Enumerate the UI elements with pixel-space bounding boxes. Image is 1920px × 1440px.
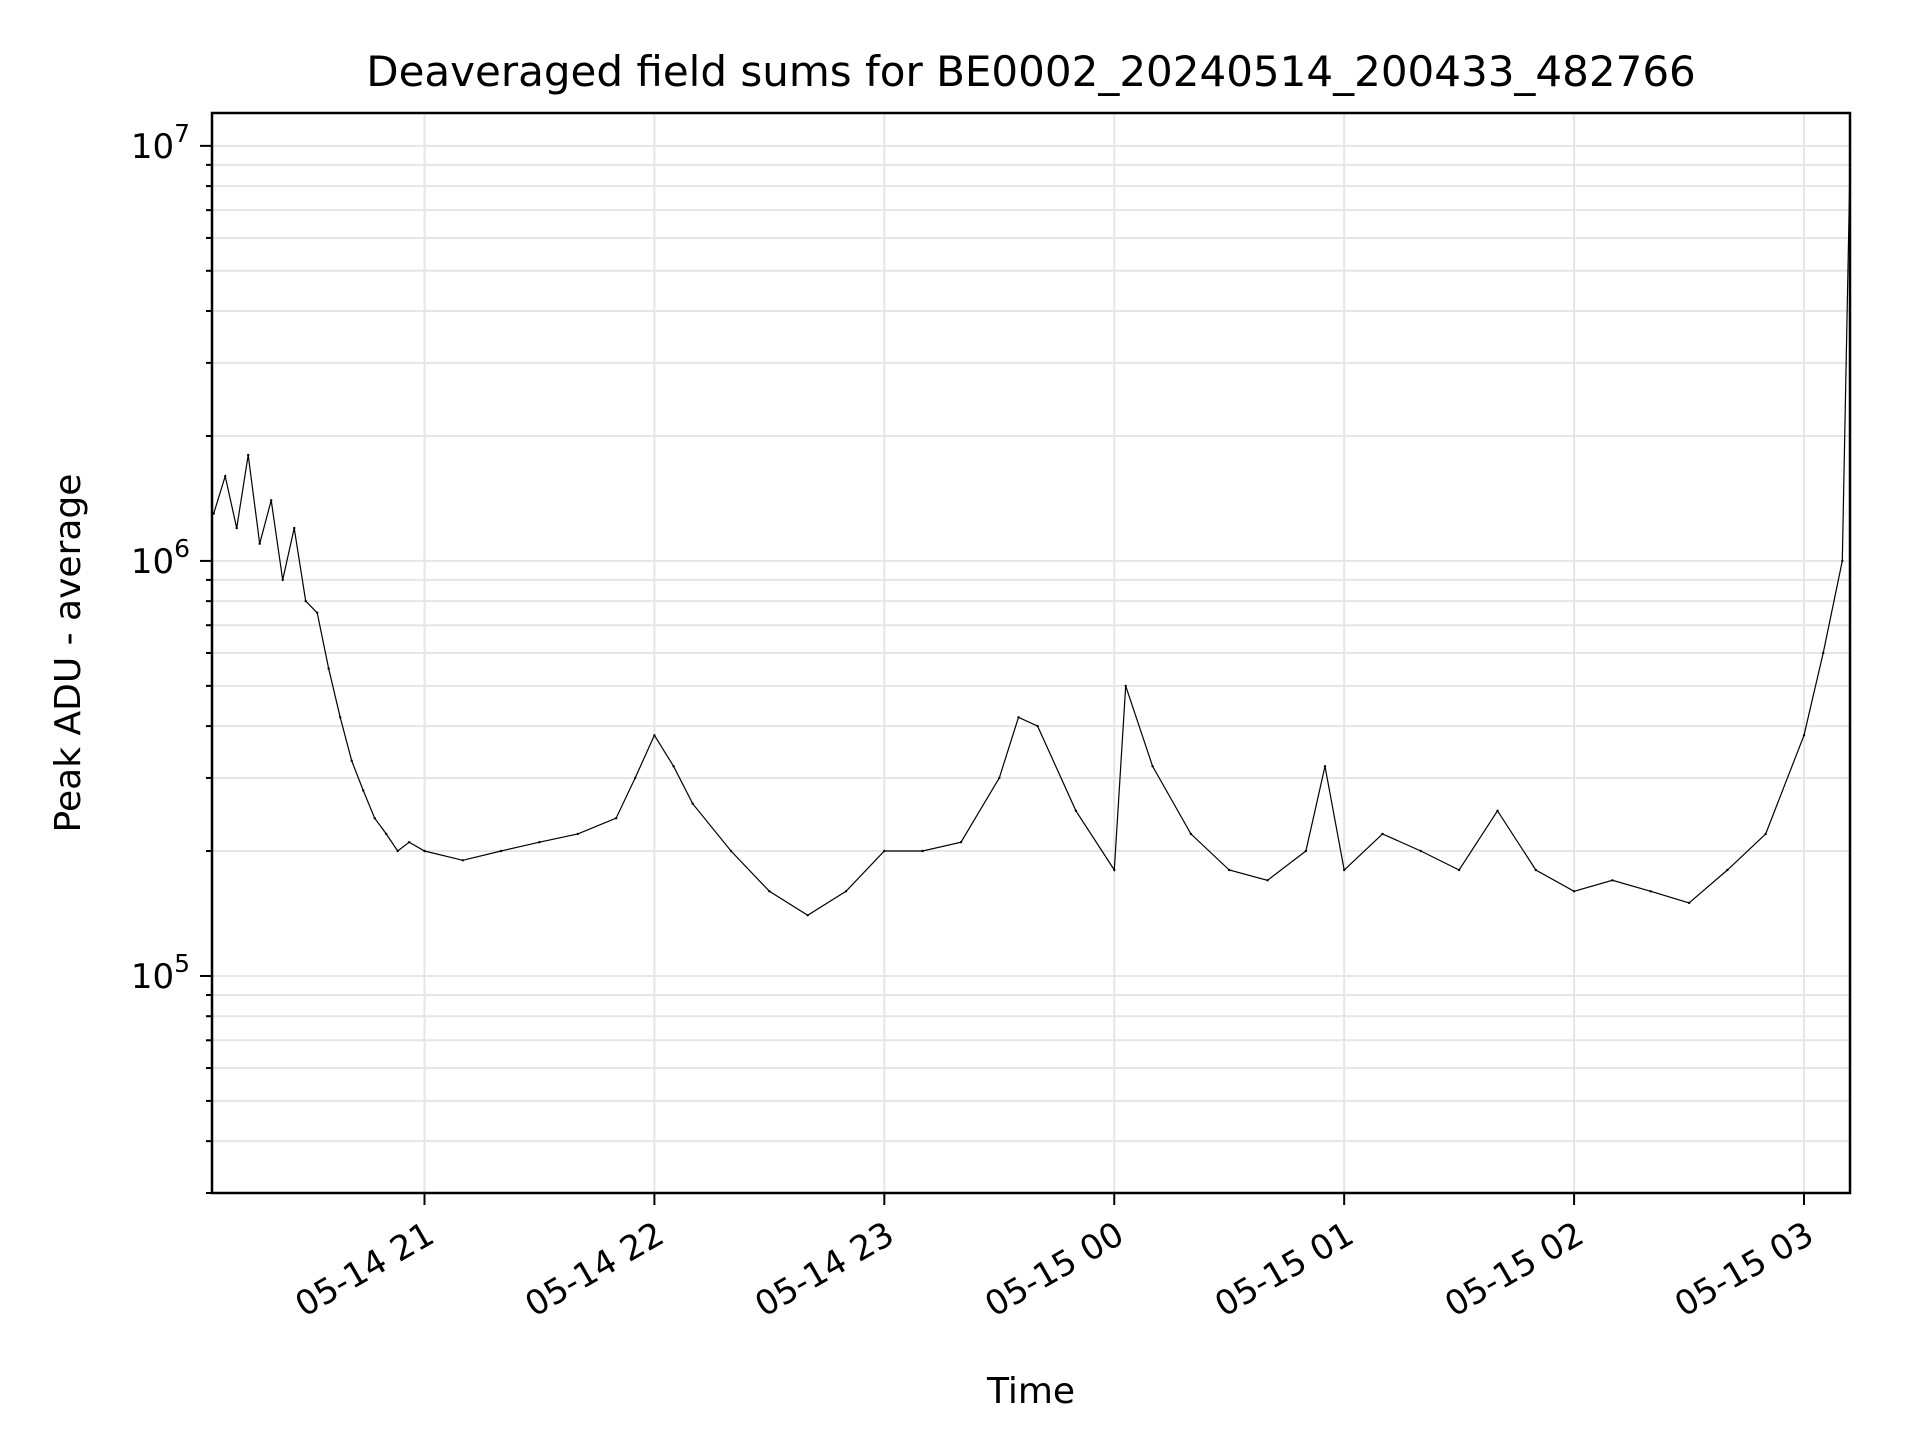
data-point — [461, 859, 464, 862]
data-point — [998, 776, 1001, 780]
data-point — [235, 526, 238, 530]
data-point — [883, 849, 886, 853]
x-axis-label: Time — [986, 1371, 1075, 1412]
data-point — [1036, 724, 1039, 728]
data-point — [1304, 849, 1308, 853]
data-point — [691, 802, 694, 805]
data-point — [1381, 832, 1384, 836]
y-axis-label: Peak ADU - average — [48, 474, 89, 833]
data-point — [1534, 868, 1538, 872]
data-point — [339, 716, 342, 719]
data-point — [499, 849, 503, 853]
data-point — [1687, 901, 1691, 905]
data-point — [304, 599, 307, 603]
data-point — [408, 841, 411, 844]
data-point — [1074, 809, 1078, 812]
data-point — [634, 776, 637, 780]
data-point — [1764, 832, 1767, 836]
data-point — [921, 849, 924, 853]
data-point — [396, 849, 399, 853]
y-tick-label: 105 — [131, 949, 190, 997]
data-point — [224, 475, 227, 478]
data-point — [1017, 716, 1020, 719]
data-point — [538, 841, 541, 844]
data-point — [1649, 890, 1652, 893]
data-point — [844, 890, 848, 893]
data-point — [258, 542, 261, 545]
data-point — [614, 817, 618, 820]
data-point — [293, 526, 296, 530]
data-point — [1113, 868, 1116, 872]
data-point — [1124, 684, 1127, 688]
data-point — [806, 914, 809, 917]
data-point — [959, 841, 963, 844]
data-point — [1323, 765, 1327, 768]
data-point — [1802, 734, 1806, 737]
data-point — [1726, 868, 1729, 872]
data-point — [281, 578, 284, 582]
data-point — [1822, 651, 1825, 655]
data-point — [1419, 849, 1423, 853]
y-tick-label: 107 — [131, 119, 190, 167]
data-point — [672, 765, 675, 768]
data-point — [1228, 868, 1231, 872]
data-point — [768, 890, 771, 893]
data-point — [247, 453, 250, 457]
data-point — [1611, 879, 1614, 882]
data-point — [423, 849, 426, 853]
data-point — [350, 759, 353, 762]
data-point — [362, 789, 365, 792]
data-point — [1496, 809, 1499, 812]
data-point — [373, 817, 376, 820]
data-point — [576, 832, 579, 836]
data-point — [1841, 559, 1844, 563]
data-point — [1189, 832, 1193, 836]
data-point — [1151, 765, 1154, 768]
data-point — [316, 611, 319, 614]
data-point — [653, 734, 656, 737]
chart-title: Deaveraged field sums for BE0002_2024051… — [366, 47, 1696, 96]
data-point — [270, 499, 273, 502]
grid — [212, 113, 1850, 1194]
data-point — [1572, 890, 1576, 893]
y-tick-label: 106 — [131, 534, 190, 582]
data-point — [1266, 879, 1269, 882]
data-point — [1457, 868, 1461, 872]
data-point — [327, 667, 330, 670]
data-point — [1343, 868, 1346, 872]
data-point — [385, 832, 388, 836]
data-point — [729, 849, 733, 853]
